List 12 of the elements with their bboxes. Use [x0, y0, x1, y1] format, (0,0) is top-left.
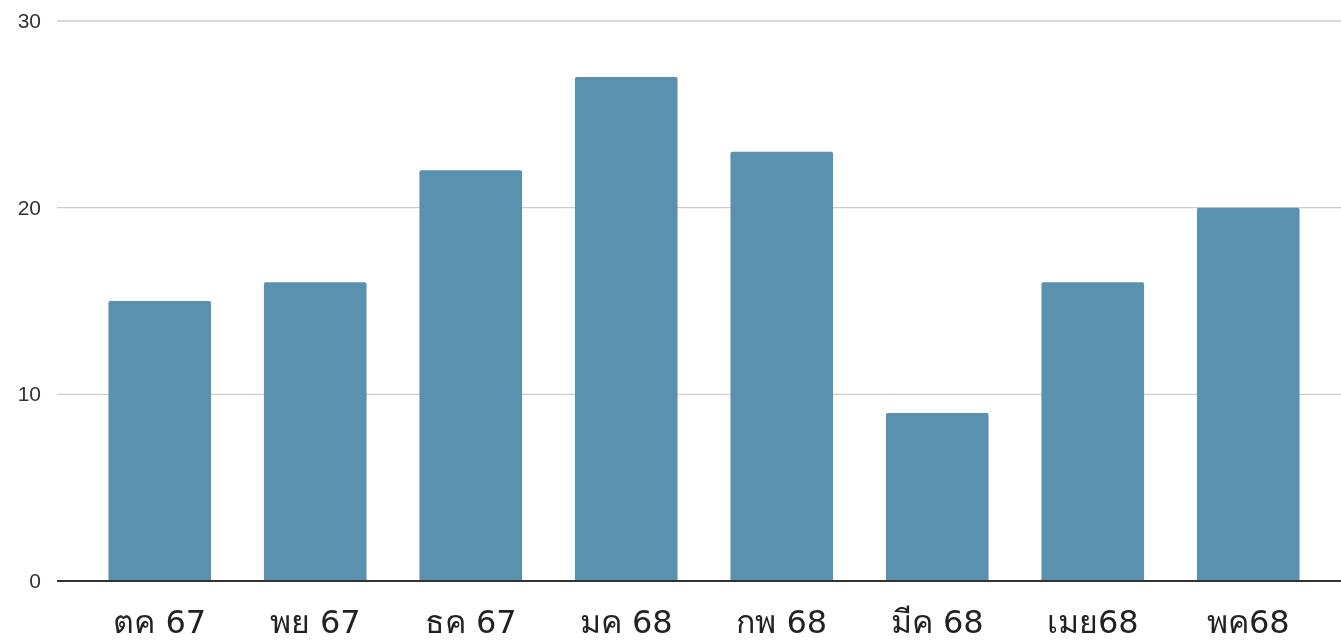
x-tick-label: มีค 68 [890, 603, 984, 641]
y-tick-label: 30 [17, 9, 41, 32]
x-tick-label: เมย68 [1046, 603, 1139, 641]
x-tick-label: พค68 [1206, 603, 1290, 641]
x-tick-label: กพ 68 [736, 603, 828, 641]
y-tick-label: 10 [17, 382, 41, 406]
y-tick-label: 0 [29, 569, 41, 592]
x-tick-label: ตค 67 [113, 603, 207, 641]
x-tick-label: มค 68 [579, 603, 673, 641]
x-tick-label: ธค 67 [424, 603, 517, 641]
x-tick-label: พย 67 [269, 603, 361, 641]
y-tick-label: 20 [17, 195, 41, 219]
